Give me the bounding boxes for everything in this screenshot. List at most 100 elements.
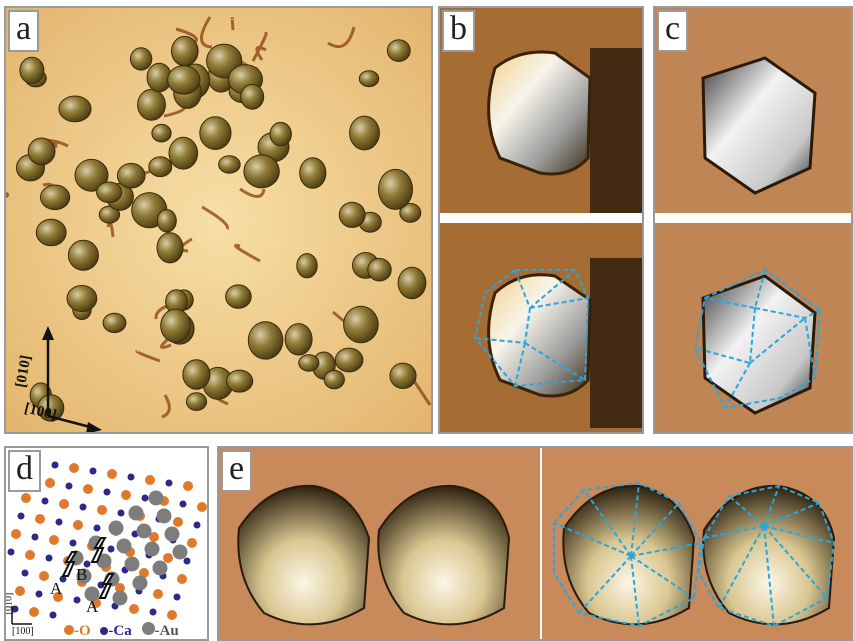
gold-particle xyxy=(96,181,123,204)
gold-particle xyxy=(240,83,265,110)
site-b-label: B xyxy=(76,565,88,584)
gold-atom xyxy=(124,556,140,572)
gold-atom xyxy=(164,526,180,542)
oxygen-atom xyxy=(69,463,79,473)
oxygen-atom xyxy=(21,493,31,503)
oxygen-atom xyxy=(197,502,207,512)
gold-particle xyxy=(58,95,92,123)
gold-particle xyxy=(399,203,422,223)
panel-c-label: c xyxy=(657,10,689,52)
calcium-atom xyxy=(83,560,91,568)
gold-particle xyxy=(269,121,292,147)
calcium-atom xyxy=(7,548,15,556)
gold-particle xyxy=(182,359,211,390)
gold-particle xyxy=(156,232,184,264)
gold-particle xyxy=(185,392,208,411)
calcium-atom xyxy=(173,593,181,601)
surface-trench xyxy=(6,192,10,199)
oxygen-atom xyxy=(45,478,55,488)
gold-particle xyxy=(116,162,146,189)
gold-particle xyxy=(40,184,71,211)
gold-particle xyxy=(296,253,318,279)
calcium-atom xyxy=(35,590,43,598)
legend-ca: -Ca xyxy=(108,623,132,639)
panel-d-label: d xyxy=(8,450,41,492)
oxygen-atom xyxy=(163,553,173,563)
calcium-atom xyxy=(49,611,57,619)
gold-particle xyxy=(284,323,313,356)
calcium-atom xyxy=(149,608,157,616)
gold-particle xyxy=(397,266,427,300)
gold-atom xyxy=(172,544,188,560)
oxygen-atom xyxy=(25,550,35,560)
oxygen-atom xyxy=(97,505,107,515)
surface-trench xyxy=(234,243,261,263)
surface-trench xyxy=(106,221,115,238)
gold-particle xyxy=(19,56,45,85)
oxygen-atom xyxy=(167,610,177,620)
calcium-atom xyxy=(93,524,101,532)
oxygen-atom xyxy=(121,490,131,500)
gold-atom xyxy=(152,560,168,576)
surface-trench xyxy=(230,17,235,31)
oxygen-atom xyxy=(39,571,49,581)
calcium-atom xyxy=(89,467,97,475)
calcium-atom xyxy=(127,473,135,481)
gold-particle xyxy=(35,218,67,247)
particle-pair-images xyxy=(219,448,851,639)
oxygen-atom xyxy=(59,499,69,509)
calcium-atom xyxy=(73,596,81,604)
surface-trench xyxy=(159,338,172,350)
gold-atom xyxy=(136,523,152,539)
calcium-atom xyxy=(107,545,115,553)
oxygen-swatch xyxy=(64,625,74,635)
particle-c-images xyxy=(655,8,851,432)
site-a1-label: A xyxy=(50,579,63,598)
gold-particle xyxy=(225,284,252,309)
oxygen-atom xyxy=(49,535,59,545)
surface-trench xyxy=(327,26,356,48)
gold-particle xyxy=(299,157,327,189)
oxygen-atom xyxy=(187,538,197,548)
panel-d: d A B A [010] [100] -O -Ca -Au xyxy=(4,446,209,641)
calcium-atom xyxy=(79,503,87,511)
gold-particle xyxy=(367,257,392,282)
calcium-atom xyxy=(103,488,111,496)
oxygen-atom xyxy=(53,592,63,602)
oxygen-atom xyxy=(145,475,155,485)
gold-particle xyxy=(168,136,199,170)
surface-trench xyxy=(239,187,266,198)
gold-particle xyxy=(389,362,417,389)
gold-particle xyxy=(334,347,364,373)
gold-particle xyxy=(67,239,99,271)
gold-atom xyxy=(76,568,92,584)
oxygen-atom xyxy=(35,514,45,524)
panel-b: b xyxy=(438,6,644,434)
gold-atom xyxy=(156,508,172,524)
oxygen-atom xyxy=(139,568,149,578)
facet-outline-b xyxy=(473,269,590,388)
gold-atom xyxy=(144,541,160,557)
oxygen-atom xyxy=(129,604,139,614)
calcium-atom xyxy=(45,554,53,562)
panel-c: c xyxy=(653,6,853,434)
oxygen-atom xyxy=(11,529,21,539)
oxygen-atom xyxy=(29,607,39,617)
calcium-atom xyxy=(55,518,63,526)
surface-trench xyxy=(201,205,229,230)
panel-e-label: e xyxy=(221,450,253,492)
stm-overview-image xyxy=(6,8,431,432)
gold-particle xyxy=(338,201,366,228)
calcium-atom xyxy=(59,575,67,583)
gold-particle xyxy=(74,158,109,192)
gold-particle xyxy=(386,39,411,62)
calcium-atom xyxy=(117,509,125,517)
oxygen-atom xyxy=(153,589,163,599)
facet-outline-c xyxy=(693,268,822,410)
oxygen-atom xyxy=(15,586,25,596)
legend-au: -Au xyxy=(154,623,179,639)
gold-particle xyxy=(66,285,98,312)
surface-trench xyxy=(161,394,171,419)
oxygen-atom xyxy=(173,517,183,527)
gold-atom xyxy=(128,505,144,521)
